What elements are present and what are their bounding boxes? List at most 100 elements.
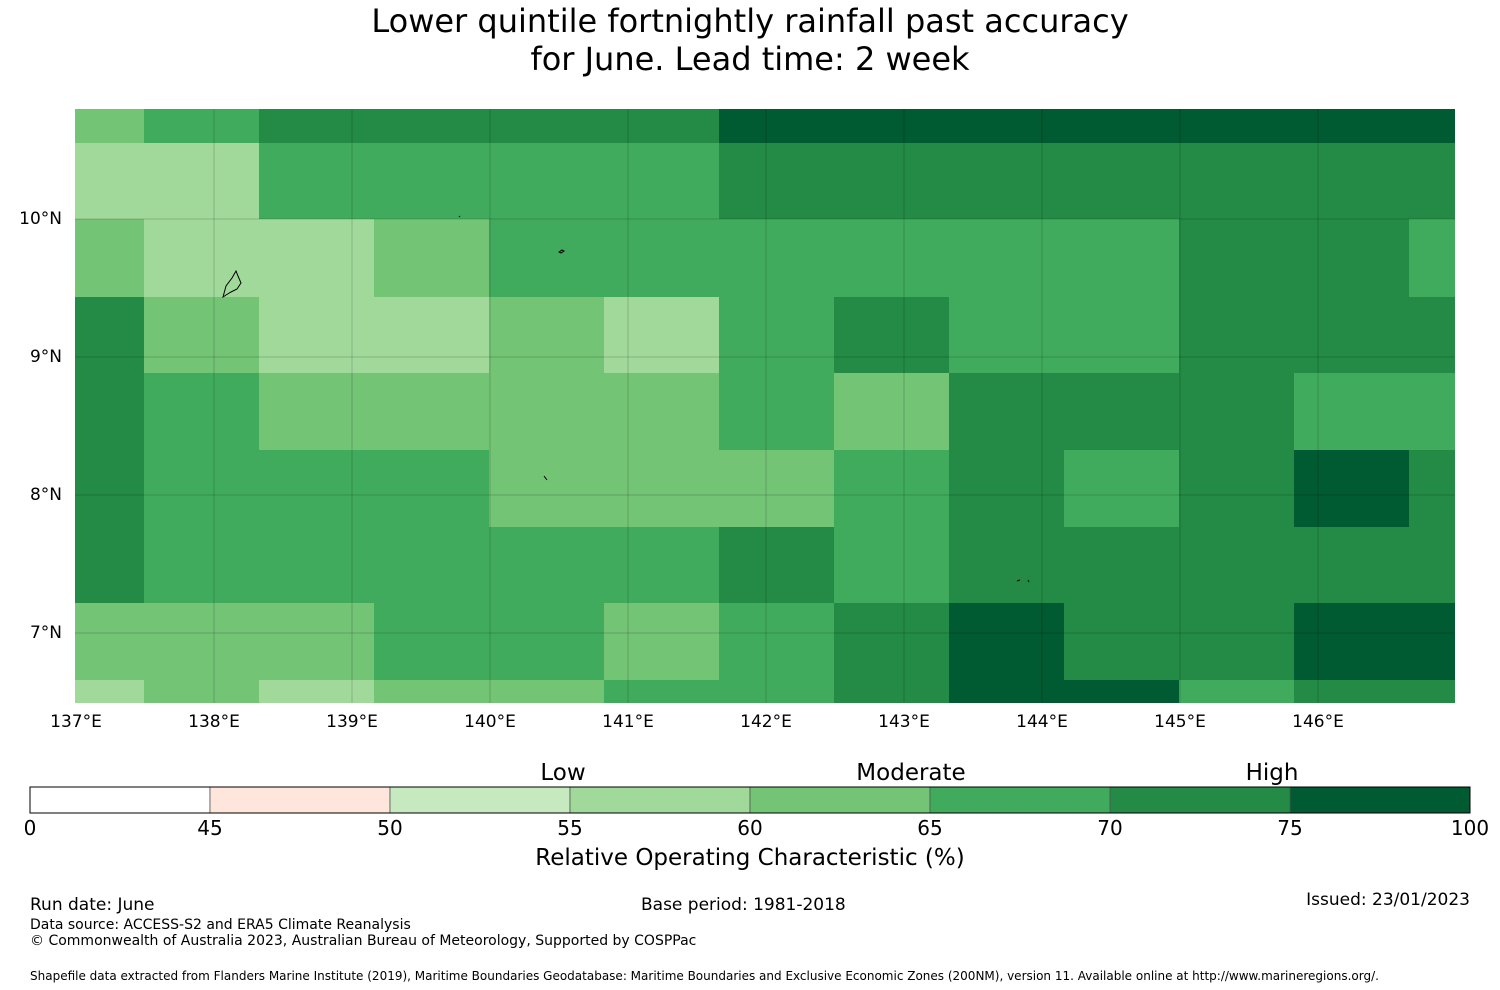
grid-cell	[719, 450, 834, 527]
grid-cell	[1409, 450, 1455, 527]
grid-cell	[604, 450, 719, 527]
lon-tick-label: 143°E	[878, 712, 930, 732]
grid-cell	[834, 680, 949, 703]
lat-tick-label: 7°N	[29, 623, 62, 643]
grid-cell	[1064, 373, 1179, 450]
lon-tick-label: 146°E	[1292, 712, 1344, 732]
run-date: Run date: June	[30, 895, 155, 915]
title-line-2: for June. Lead time: 2 week	[530, 40, 970, 78]
grid-cell	[1409, 297, 1455, 373]
colorbar-tick: 75	[1277, 816, 1303, 840]
grid-cell	[949, 109, 1064, 143]
grid-cell	[259, 143, 374, 219]
grid-cell	[1294, 527, 1409, 603]
grid-cell	[1179, 680, 1294, 703]
grid-cell	[75, 680, 144, 703]
colorbar-segment	[389, 786, 571, 814]
grid-cell	[374, 373, 489, 450]
grid-cell	[604, 109, 719, 143]
grid-cell	[604, 373, 719, 450]
island-outline	[558, 249, 565, 254]
lat-tick-label: 9°N	[29, 347, 62, 367]
grid-cell	[259, 109, 374, 143]
grid-cell	[1179, 603, 1294, 680]
grid-cell	[1064, 297, 1179, 373]
grid-cell	[144, 143, 259, 219]
issued-date: Issued: 23/01/2023	[1306, 890, 1470, 910]
base-period: Base period: 1981-2018	[641, 895, 846, 915]
colorbar-tick: 65	[917, 816, 943, 840]
grid-cell	[489, 603, 604, 680]
colorbar-title: Relative Operating Characteristic (%)	[535, 845, 965, 871]
grid-cell	[1179, 219, 1294, 297]
grid-cell	[259, 680, 374, 703]
grid-cell	[144, 219, 259, 297]
map-gridlines	[75, 109, 1455, 703]
grid-cell	[1409, 373, 1455, 450]
grid-cell	[489, 297, 604, 373]
grid-cell	[604, 527, 719, 603]
grid-cell	[75, 109, 144, 143]
grid-cell	[1064, 680, 1179, 703]
grid-cell	[75, 143, 144, 219]
grid-cell	[259, 450, 374, 527]
colorbar-segment	[749, 786, 931, 814]
grid-cell	[834, 109, 949, 143]
colorbar-segment	[1289, 786, 1471, 814]
grid-cell	[374, 219, 489, 297]
grid-cell	[144, 373, 259, 450]
grid-cell	[1409, 219, 1455, 297]
grid-cell	[1294, 450, 1409, 527]
grid-cell	[75, 219, 144, 297]
grid-cell	[144, 680, 259, 703]
grid-cell	[259, 373, 374, 450]
grid-cell	[719, 109, 834, 143]
lon-tick-label: 138°E	[188, 712, 240, 732]
grid-cell	[374, 109, 489, 143]
grid-cell	[144, 527, 259, 603]
grid-cell	[949, 373, 1064, 450]
grid-cell	[1294, 603, 1409, 680]
grid-cell	[1064, 450, 1179, 527]
map-cells	[75, 109, 1455, 703]
grid-cell	[834, 143, 949, 219]
grid-cell	[75, 603, 144, 680]
grid-cell	[259, 603, 374, 680]
grid-cell	[1294, 109, 1455, 143]
grid-cell	[1064, 527, 1179, 603]
colorbar-segment	[569, 786, 751, 814]
grid-cell	[374, 450, 489, 527]
grid-cell	[489, 219, 604, 297]
island-outline	[1016, 579, 1021, 582]
colorbar-tick: 100	[1450, 816, 1490, 840]
grid-cell	[374, 680, 489, 703]
category-label-high: High	[1245, 760, 1299, 786]
grid-cell	[1064, 109, 1179, 143]
grid-cell	[1409, 603, 1455, 680]
grid-cell	[1409, 680, 1455, 703]
grid-cell	[259, 527, 374, 603]
colorbar-segment	[209, 786, 391, 814]
grid-cell	[1294, 373, 1409, 450]
grid-cell	[1064, 603, 1179, 680]
grid-cell	[75, 450, 144, 527]
grid-cell	[489, 109, 604, 143]
grid-cell	[834, 603, 949, 680]
grid-cell	[949, 680, 1064, 703]
grid-cell	[604, 297, 719, 373]
lat-tick-label: 10°N	[19, 209, 62, 229]
island-outline	[458, 215, 461, 218]
colorbar-tick: 70	[1097, 816, 1123, 840]
grid-cell	[489, 527, 604, 603]
colorbar-segment	[29, 786, 211, 814]
grid-cell	[489, 450, 604, 527]
grid-cell	[1294, 219, 1409, 297]
grid-cell	[949, 143, 1064, 219]
grid-cell	[1179, 450, 1294, 527]
grid-cell	[1179, 527, 1294, 603]
grid-cell	[834, 527, 949, 603]
grid-cell	[374, 143, 489, 219]
colorbar-segment	[929, 786, 1111, 814]
grid-cell	[259, 219, 374, 297]
grid-cell	[1179, 373, 1294, 450]
